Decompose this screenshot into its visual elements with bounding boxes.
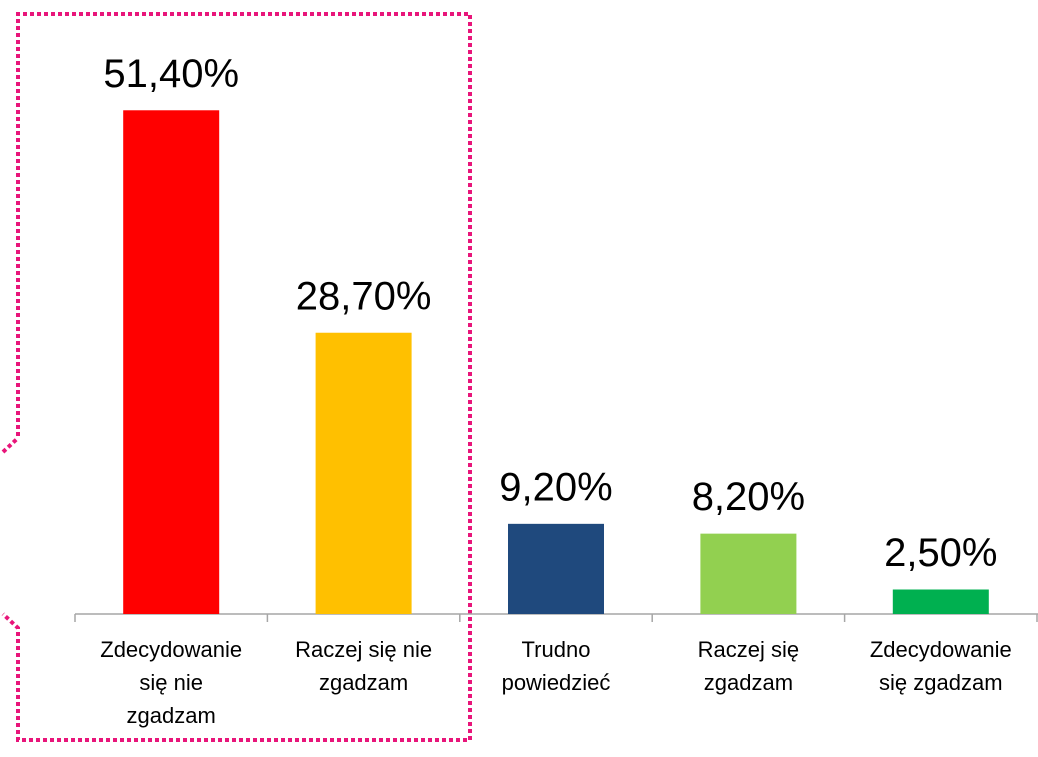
x-tick-label: Trudno <box>522 637 591 662</box>
bar <box>892 589 989 614</box>
x-tick-label: się nie <box>139 670 203 695</box>
value-label: 8,20% <box>692 475 805 519</box>
x-tick-label: Raczej się nie <box>295 637 432 662</box>
frame-outline <box>1 12 472 742</box>
value-label: 28,70% <box>296 274 432 318</box>
x-tick-label: zgadzam <box>704 670 793 695</box>
x-tick-label: zgadzam <box>319 670 408 695</box>
value-label: 9,20% <box>499 465 612 509</box>
x-tick-label: zgadzam <box>127 703 216 728</box>
frame-notch <box>1 436 20 454</box>
highlight-frame <box>1 12 472 742</box>
x-tick-label: się zgadzam <box>879 670 1003 695</box>
x-tick-label: Zdecydowanie <box>100 637 242 662</box>
bar <box>700 533 797 614</box>
value-label: 2,50% <box>884 531 997 575</box>
bar <box>123 110 220 614</box>
x-tick-label: Raczej się <box>698 637 799 662</box>
bar <box>508 523 604 614</box>
x-tick-label: Zdecydowanie <box>870 637 1012 662</box>
value-label: 51,40% <box>103 52 239 96</box>
bar <box>315 332 412 614</box>
x-tick-label: powiedzieć <box>502 670 611 695</box>
